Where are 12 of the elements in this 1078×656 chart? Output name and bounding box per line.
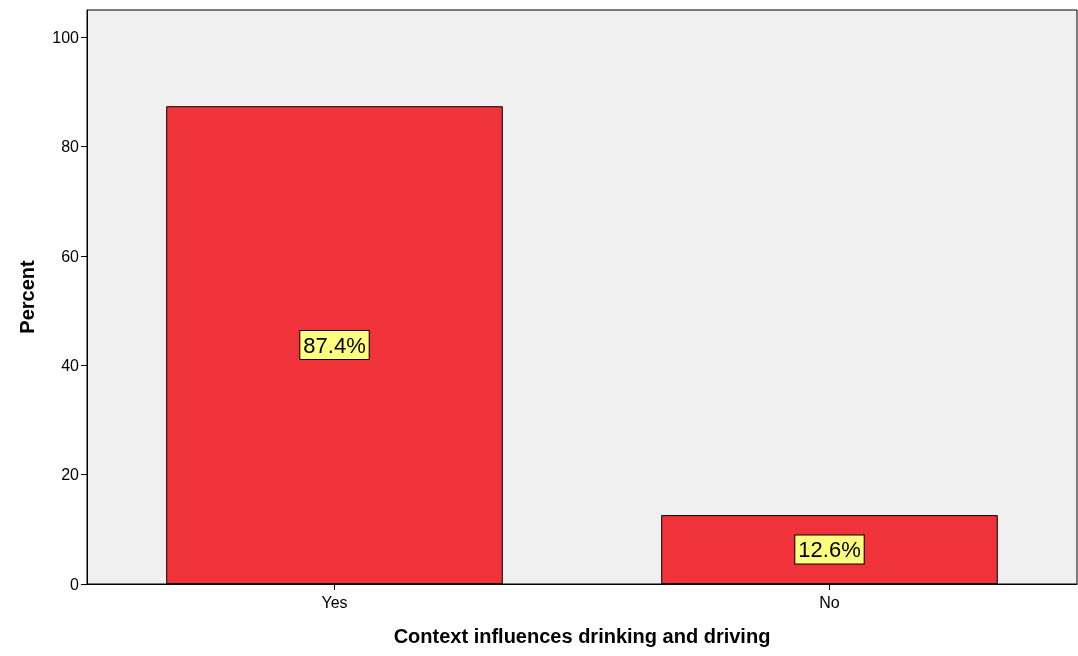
data-label: 87.4% [303, 332, 366, 358]
data-label: 12.6% [798, 537, 861, 563]
y-tick-label: 0 [70, 575, 80, 593]
y-tick-label: 80 [61, 138, 80, 156]
y-tick-label: 40 [61, 356, 80, 374]
x-tick-label: Yes [321, 593, 348, 611]
y-tick-label: 100 [52, 28, 80, 46]
x-axis-title: Context influences drinking and driving [393, 625, 771, 647]
y-axis-title: Percent [16, 259, 38, 334]
y-tick-label: 60 [61, 247, 80, 265]
x-tick-label: No [819, 593, 840, 611]
y-tick-label: 20 [61, 466, 80, 484]
